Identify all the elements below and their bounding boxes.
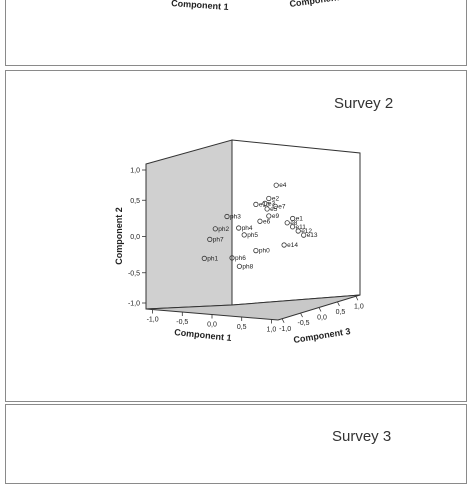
data-point-label: e10	[259, 201, 270, 208]
z-axis-ticks: -1,0 -0,5 0,0 0,5 1,0	[279, 296, 364, 333]
x-axis-label: Component 1	[174, 327, 232, 343]
data-point-label: e14	[287, 242, 298, 249]
data-point-marker	[253, 201, 259, 207]
y-axis-ticks: 1,0 0,5 0,0 -0,5 -1,0	[128, 168, 146, 308]
data-point-label: e12	[301, 228, 312, 235]
x-tick-label: 0,5	[237, 324, 247, 331]
data-point-label: e7	[278, 203, 286, 210]
data-point-label: e8	[290, 220, 298, 227]
x-axis-ticks: -1,0 -0,5 0,0 0,5 1,0	[147, 309, 277, 333]
data-point-label: ph3	[230, 214, 241, 221]
panel-survey-2: Survey 2 1,0 0,5 0,0 -0,5 -1,0 -1,0 -0,5 0,0 0,…	[5, 70, 467, 402]
y-tick-label: -0,5	[128, 270, 140, 277]
floor	[145, 294, 361, 321]
chart-walls	[145, 139, 361, 321]
z-tick-label: 1,0	[354, 303, 364, 310]
y-axis-label: Component 2	[114, 207, 124, 265]
z-tick-label: -1,0	[279, 326, 291, 333]
data-point-marker	[301, 232, 307, 238]
y-tick-label: 1,0	[130, 168, 140, 175]
data-point-marker	[212, 226, 218, 232]
top-z-axis-label: Component	[289, 0, 340, 9]
data-point-label: ph8	[242, 263, 253, 270]
data-point-marker	[229, 255, 235, 261]
data-point-label: ph6	[235, 255, 246, 262]
panel-survey-1-svg: Component 1 Component	[171, 0, 340, 12]
data-point-marker	[273, 182, 279, 188]
z-tick-mark	[300, 312, 303, 318]
z-tick-label: 0,5	[336, 309, 346, 316]
scatter-3d-chart: 1,0 0,5 0,0 -0,5 -1,0 -1,0 -0,5 0,0 0,5 1,0 -1,0…	[114, 139, 364, 345]
x-tick-label: -0,5	[176, 319, 188, 326]
x-tick-label: -1,0	[147, 317, 159, 324]
data-point-label: e9	[272, 213, 280, 220]
data-point-marker	[257, 218, 263, 224]
z-tick-label: -0,5	[298, 320, 310, 327]
data-point-marker	[224, 213, 230, 220]
data-point-marker	[201, 255, 207, 261]
x-tick-label: 0,0	[207, 322, 217, 329]
data-point-label: ph5	[247, 232, 258, 239]
data-point-marker	[266, 195, 272, 202]
data-point-label: e1	[296, 216, 304, 223]
data-point-label: e6	[263, 218, 271, 225]
data-point-marker	[253, 248, 259, 254]
data-point-marker	[290, 215, 296, 222]
data-point-marker	[295, 228, 301, 234]
data-point-marker	[264, 206, 270, 212]
data-point-label: ph0	[259, 248, 270, 255]
data-point-label: e11	[296, 224, 307, 231]
top-x-axis-label: Component 1	[171, 0, 229, 12]
survey-3-title: Survey 3	[332, 428, 392, 445]
z-axis-label: Component 3	[293, 326, 351, 345]
data-point-marker	[272, 203, 278, 209]
data-point-marker	[281, 242, 287, 248]
data-point-marker	[241, 232, 247, 238]
data-point-marker	[262, 200, 268, 206]
z-tick-mark	[337, 301, 340, 307]
data-point-label: ph4	[242, 225, 253, 232]
z-tick-mark	[318, 307, 322, 312]
z-tick-mark	[281, 318, 285, 323]
chart-title: Survey 2	[334, 95, 394, 112]
data-point-label: e4	[279, 182, 287, 189]
data-point-label: e5	[270, 206, 278, 213]
data-point-marker	[207, 236, 213, 242]
data-point-label: e13	[307, 232, 318, 239]
data-point-label: ph7	[213, 236, 224, 243]
data-point-label: e3	[268, 200, 276, 207]
panel-survey-3: Survey 3	[5, 404, 467, 484]
panel-survey-1: Component 1 Component	[5, 0, 467, 66]
data-point-marker	[284, 220, 290, 226]
y-tick-label: 0,5	[130, 198, 140, 205]
data-point-label: ph2	[218, 226, 229, 233]
back-wall	[145, 139, 233, 310]
data-point-label: ph1	[207, 255, 218, 262]
y-tick-label: 0,0	[130, 234, 140, 241]
data-point-marker	[236, 263, 242, 269]
z-tick-label: 0,0	[317, 315, 327, 322]
data-point-marker	[236, 225, 242, 231]
x-tick-label: 1,0	[267, 326, 277, 333]
z-tick-mark	[355, 296, 359, 301]
data-point-label: e2	[272, 195, 280, 202]
y-tick-label: -1,0	[128, 301, 140, 308]
data-point-marker	[289, 224, 296, 230]
data-point-marker	[266, 213, 272, 219]
